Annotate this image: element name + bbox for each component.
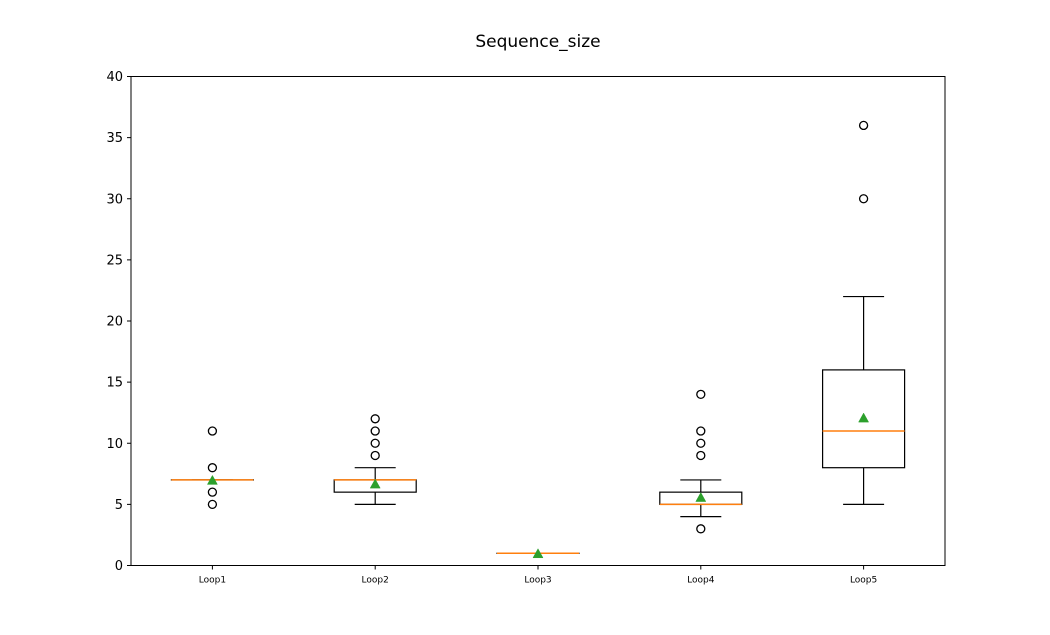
outlier-point bbox=[207, 463, 218, 473]
y-tick-label: 5 bbox=[115, 498, 123, 513]
outlier-point bbox=[370, 438, 380, 448]
outlier-point bbox=[207, 426, 218, 436]
mean-marker bbox=[695, 492, 707, 502]
iqr-box bbox=[821, 369, 906, 469]
outlier-point bbox=[696, 389, 706, 400]
outlier-point bbox=[858, 120, 869, 131]
y-tick-label: 25 bbox=[106, 253, 123, 268]
outlier-point bbox=[370, 426, 380, 436]
x-tick-label: Loop5 bbox=[850, 576, 877, 586]
y-tick-label: 30 bbox=[106, 192, 123, 207]
y-tick-label: 15 bbox=[106, 376, 123, 391]
mean-marker bbox=[532, 548, 544, 559]
x-tick-label: Loop4 bbox=[687, 576, 715, 586]
outlier-point bbox=[207, 487, 218, 497]
outlier-point bbox=[858, 194, 869, 204]
plot-frame bbox=[130, 76, 946, 566]
x-tick-label: Loop1 bbox=[199, 576, 226, 586]
mean-marker bbox=[858, 412, 870, 423]
y-tick-label: 10 bbox=[106, 437, 123, 452]
outlier-point bbox=[370, 450, 380, 461]
x-tick-label: Loop3 bbox=[524, 576, 551, 586]
y-tick-label: 20 bbox=[106, 315, 123, 330]
chart-title: Sequence_size bbox=[475, 32, 600, 52]
outlier-point bbox=[207, 499, 218, 510]
mean-marker bbox=[369, 478, 381, 489]
outlier-point bbox=[696, 450, 706, 461]
y-tick-label: 40 bbox=[106, 70, 123, 85]
y-tick-label: 35 bbox=[106, 131, 123, 146]
x-tick-label: Loop2 bbox=[362, 576, 389, 586]
mean-marker bbox=[206, 474, 218, 485]
outlier-point bbox=[696, 438, 706, 448]
y-tick-label: 0 bbox=[115, 559, 123, 574]
outlier-point bbox=[370, 414, 380, 424]
outlier-point bbox=[696, 426, 706, 436]
outlier-point bbox=[696, 524, 706, 534]
